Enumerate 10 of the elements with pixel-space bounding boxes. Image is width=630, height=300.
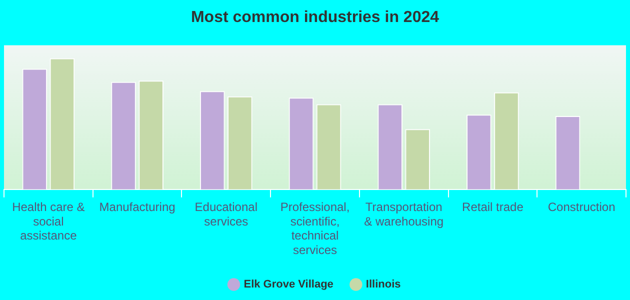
x-tick-label: Professional, scientific, technical services (280, 200, 350, 258)
x-tick-label: Construction (548, 200, 616, 214)
x-tick-label: Educational services (194, 200, 258, 228)
chart-title: Most common industries in 2024 (190, 9, 440, 26)
x-tick-label: Manufacturing (99, 200, 176, 214)
legend-label: Illinois (366, 278, 401, 291)
x-tick-label: Health care & social assistance (12, 200, 85, 243)
x-tick-label: Retail trade (462, 200, 524, 214)
x-tick-label: Transportation & warehousing (364, 200, 444, 228)
legend-label: Elk Grove Village (244, 278, 334, 291)
